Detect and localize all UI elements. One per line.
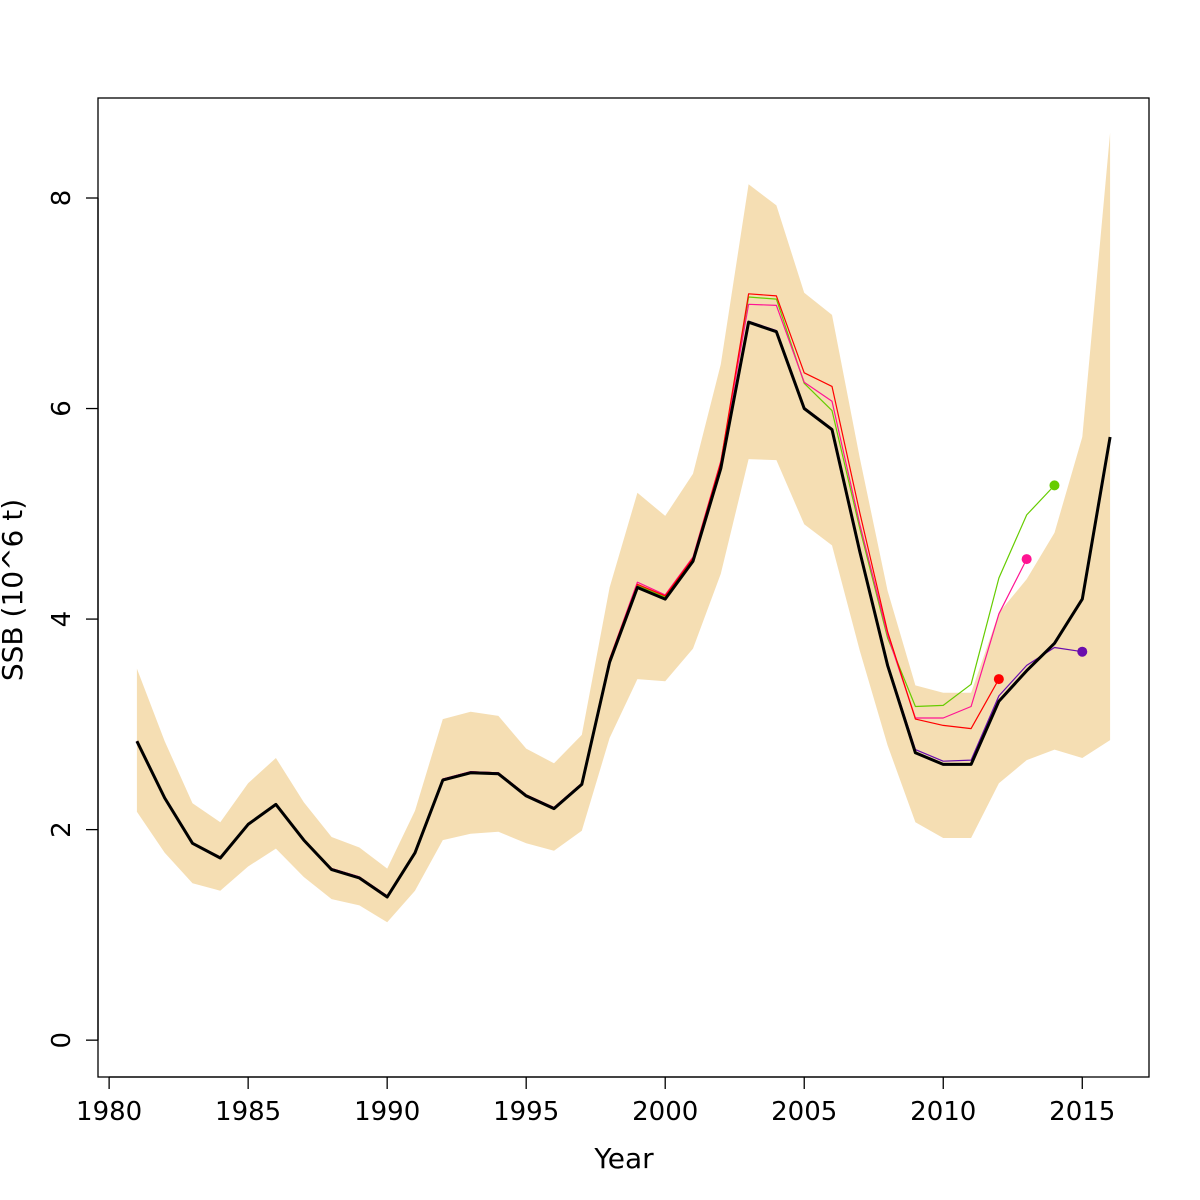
y-axis: 0 2 4 6 8 [47, 190, 99, 1049]
x-tick-label: 2000 [632, 1097, 698, 1127]
y-tick-label: 8 [47, 190, 77, 207]
series-end-marker-3 [1077, 646, 1088, 657]
x-tick-label: 2010 [910, 1097, 976, 1127]
confidence-band-layer [136, 132, 1111, 923]
x-tick-label: 1990 [354, 1097, 420, 1127]
y-tick-label: 2 [47, 821, 77, 838]
x-tick-label: 2015 [1049, 1097, 1115, 1127]
series-end-marker-0 [1049, 480, 1060, 491]
series-end-marker-2 [993, 674, 1004, 685]
y-tick-label: 0 [47, 1032, 77, 1049]
x-tick-label: 1995 [493, 1097, 559, 1127]
end-marker-layer [993, 480, 1088, 685]
series-end-marker-1 [1021, 554, 1032, 565]
x-tick-label: 2005 [771, 1097, 837, 1127]
confidence-band [136, 132, 1111, 923]
x-axis-title: Year [593, 1142, 654, 1175]
x-tick-label: 1985 [215, 1097, 281, 1127]
y-tick-label: 4 [47, 611, 77, 628]
y-tick-label: 6 [47, 400, 77, 417]
x-axis: 1980 1985 1990 1995 2000 2005 2010 2015 [76, 1076, 1115, 1127]
x-tick-label: 1980 [76, 1097, 142, 1127]
series-layer [135, 293, 1112, 899]
series-line-4 [135, 320, 1112, 899]
y-axis-title: SSB (10^6 t) [0, 499, 29, 681]
